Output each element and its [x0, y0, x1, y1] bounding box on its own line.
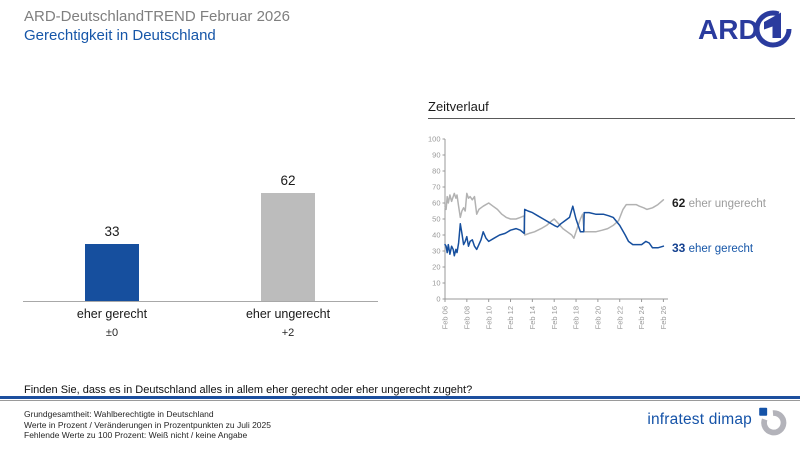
page-title: Gerechtigkeit in Deutschland	[24, 27, 216, 44]
bar-gerecht	[85, 244, 139, 302]
report-supertitle: ARD-DeutschlandTREND Februar 2026	[24, 8, 290, 25]
series-end-value-ungerecht: 62	[672, 196, 686, 210]
separator-gray	[0, 400, 800, 401]
svg-text:Feb 18: Feb 18	[572, 306, 581, 329]
series-end-value-gerecht: 33	[672, 241, 686, 255]
ard-logo-text: ARD	[698, 14, 759, 45]
timeline-title: Zeitverlauf	[428, 99, 489, 114]
svg-text:20: 20	[432, 263, 440, 272]
svg-text:40: 40	[432, 231, 440, 240]
svg-text:Feb 10: Feb 10	[484, 306, 493, 329]
svg-text:80: 80	[432, 167, 440, 176]
svg-text:Feb 24: Feb 24	[637, 306, 646, 329]
infratest-dimap-wordmark: infratest dimap	[647, 411, 752, 428]
footnotes: Grundgesamtheit: Wahlberechtigte in Deut…	[24, 409, 271, 441]
svg-text:Feb 12: Feb 12	[506, 306, 515, 329]
svg-text:Feb 16: Feb 16	[550, 306, 559, 329]
svg-text:Feb 08: Feb 08	[462, 306, 471, 329]
bar-value-ungerecht: 62	[280, 173, 296, 188]
series-name-gerecht: eher gerecht	[688, 243, 754, 255]
svg-text:Feb 06: Feb 06	[441, 306, 450, 329]
footnote-line: Grundgesamtheit: Wahlberechtigte in Deut…	[24, 409, 214, 419]
timeline-title-rule	[428, 118, 795, 119]
series-label-ungerecht: 62 eher ungerecht	[672, 196, 766, 210]
bar-value-gerecht: 33	[104, 224, 120, 239]
svg-text:Feb 20: Feb 20	[593, 306, 602, 329]
bar-change-gerecht: ±0	[105, 327, 119, 339]
svg-text:Feb 26: Feb 26	[659, 306, 668, 329]
bar-baseline	[23, 301, 378, 302]
svg-text:10: 10	[432, 279, 440, 288]
svg-text:Feb 22: Feb 22	[615, 306, 624, 329]
svg-text:0: 0	[436, 295, 440, 304]
bar-change-ungerecht: +2	[281, 327, 295, 339]
svg-text:60: 60	[432, 199, 440, 208]
bar-label-ungerecht: eher ungerecht	[245, 307, 331, 321]
footnote-line: Werte in Prozent / Veränderungen in Proz…	[24, 419, 271, 430]
survey-question: Finden Sie, dass es in Deutschland alles…	[24, 384, 473, 396]
svg-text:50: 50	[432, 215, 440, 224]
series-name-ungerecht: eher ungerecht	[688, 198, 766, 210]
series-label-gerecht: 33 eher gerecht	[672, 241, 753, 255]
separator-blue	[0, 396, 800, 399]
infratest-dimap-logo-icon	[759, 407, 787, 436]
bar-label-gerecht: eher gerecht	[76, 307, 148, 321]
svg-text:Feb 14: Feb 14	[528, 306, 537, 329]
svg-text:70: 70	[432, 183, 440, 192]
svg-text:90: 90	[432, 151, 440, 160]
footnote-line: Fehlende Werte zu 100 Prozent: Weiß nich…	[24, 430, 248, 440]
ard-logo-icon: ARD	[698, 10, 792, 48]
bar-ungerecht	[261, 193, 315, 302]
svg-text:30: 30	[432, 247, 440, 256]
svg-text:100: 100	[428, 135, 441, 144]
